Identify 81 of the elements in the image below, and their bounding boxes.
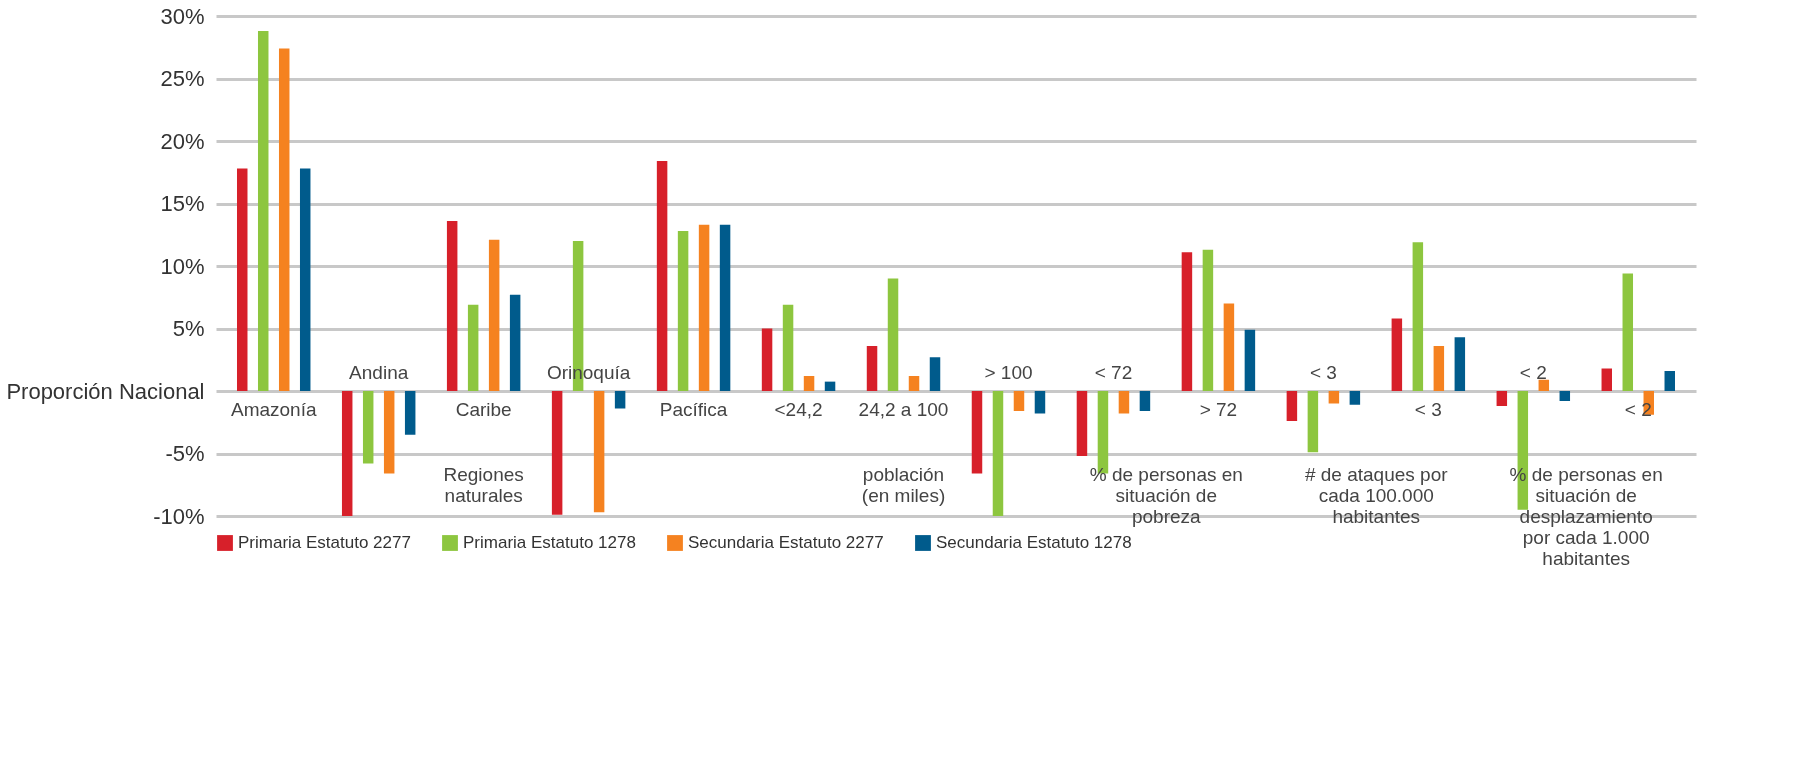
bar: [1139, 391, 1151, 411]
bar: [1307, 391, 1319, 453]
legend-label: Primaria Estatuto 2277: [238, 533, 411, 552]
bar: [656, 161, 668, 391]
bar: [908, 376, 920, 391]
bar: [1496, 391, 1508, 406]
x-tick-label: < 72: [1094, 362, 1133, 383]
bar: [467, 304, 479, 391]
bar: [551, 391, 563, 515]
legend-label: Secundaria Estatuto 1278: [936, 533, 1132, 552]
bar: [1664, 371, 1676, 391]
bar: [1622, 273, 1634, 391]
x-tick-label: <24,2: [774, 399, 823, 420]
bar: [887, 278, 899, 391]
bar: [257, 31, 269, 391]
bar: [1454, 337, 1466, 391]
bar: [1013, 391, 1025, 411]
bar: [1538, 379, 1550, 391]
bar: [1223, 303, 1235, 391]
bar: [1202, 249, 1214, 391]
bar: [278, 48, 290, 391]
legend-label: Secundaria Estatuto 2277: [688, 533, 884, 552]
bar: [1601, 368, 1613, 391]
y-tick-label: Proporción Nacional: [6, 378, 205, 404]
y-tick-label: 10%: [160, 253, 205, 279]
x-tick-label: > 100: [984, 362, 1033, 383]
bar: [1433, 346, 1445, 391]
bar: [341, 391, 353, 516]
bar: [971, 391, 983, 474]
bar: [698, 224, 710, 391]
bar: [446, 221, 458, 391]
x-tick-label: > 72: [1199, 399, 1238, 420]
bar: [1244, 329, 1256, 391]
x-tick-label: < 3: [1414, 399, 1442, 420]
bar: [509, 294, 521, 391]
bar: [824, 381, 836, 391]
x-tick-label: Caribe: [455, 399, 512, 420]
y-tick-label: -10%: [153, 503, 205, 529]
bar: [488, 239, 500, 391]
bar: [299, 168, 311, 391]
y-tick-label: 25%: [160, 66, 205, 91]
x-tick-label: Pacífica: [659, 399, 728, 420]
bar: [992, 391, 1004, 516]
x-tick-label: < 3: [1309, 362, 1337, 383]
x-tick-label: 24,2 a 100: [858, 399, 949, 420]
legend-label: Primaria Estatuto 1278: [463, 533, 636, 552]
bar: [1391, 318, 1403, 391]
bar: [236, 168, 248, 391]
bar: [383, 391, 395, 474]
bar: [1181, 252, 1193, 391]
bar: [1034, 391, 1046, 414]
bar: [1076, 391, 1088, 456]
y-tick-label: 20%: [160, 128, 205, 154]
bar: [1349, 391, 1361, 405]
y-tick-label: 15%: [160, 191, 205, 216]
x-tick-label: < 2: [1519, 362, 1547, 383]
bar: [866, 346, 878, 391]
x-tick-label: Andina: [349, 362, 409, 383]
annotation: Regiones naturales: [443, 464, 524, 506]
bar: [761, 328, 773, 391]
bar: [803, 376, 815, 391]
bar: [1286, 391, 1298, 421]
bar: [782, 304, 794, 391]
bar: [404, 391, 416, 435]
bar: [929, 357, 941, 391]
bar: [593, 391, 605, 513]
y-tick-label: -5%: [165, 441, 205, 466]
bar: [1328, 391, 1340, 404]
bar: [719, 224, 731, 391]
y-tick-label: 5%: [172, 316, 205, 341]
bar: [1412, 242, 1424, 391]
bar: [362, 391, 374, 464]
bar: [1118, 391, 1130, 414]
y-tick-label: 30%: [160, 3, 205, 29]
bar: [614, 391, 626, 409]
annotation: # de ataques por cada 100.000 habitantes: [1304, 464, 1449, 527]
bar: [677, 231, 689, 391]
x-tick-label: Amazonía: [230, 399, 317, 420]
annotation: % de personas en situación de pobreza: [1089, 464, 1243, 527]
annotation: población (en miles): [861, 464, 946, 506]
bar: [1559, 391, 1571, 401]
